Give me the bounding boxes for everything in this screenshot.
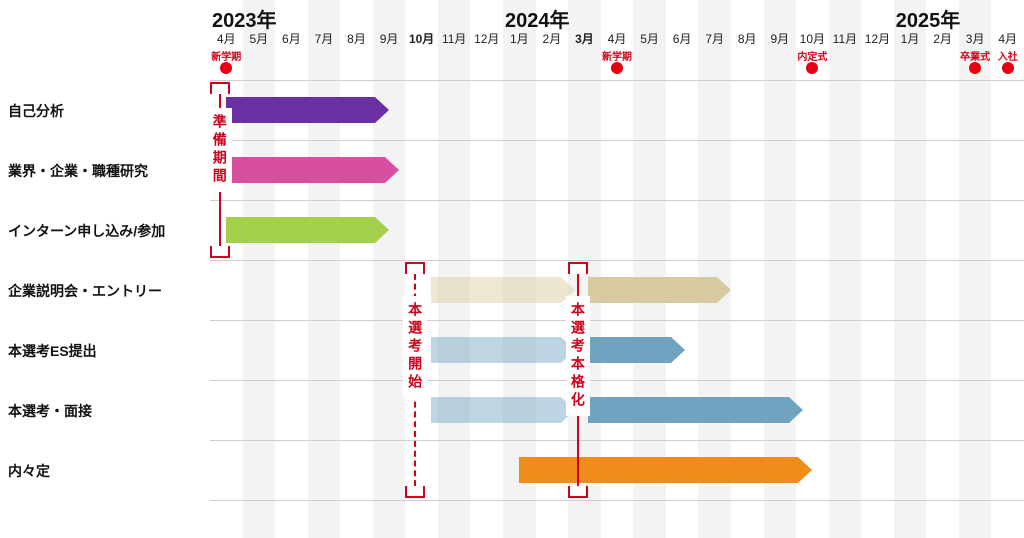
month-label: 2月	[926, 30, 959, 47]
month-label: 4月	[210, 30, 243, 47]
phase-flag: 本選考本格化	[566, 264, 590, 496]
event-dot	[806, 62, 818, 74]
year-label: 2024年	[505, 4, 570, 33]
month-label: 2月	[536, 30, 569, 47]
row-label: 自己分析	[8, 101, 64, 121]
gantt-bar	[588, 397, 803, 423]
month-label: 1月	[894, 30, 927, 47]
gantt-bar	[431, 277, 574, 303]
month-label: 1月	[503, 30, 536, 47]
gantt-bar	[431, 397, 574, 423]
gantt-bar	[226, 217, 389, 243]
month-label: 9月	[373, 30, 406, 47]
row-label: 本選考ES提出	[8, 341, 97, 361]
recruitment-timeline-chart: 2023年2024年2025年 4月5月6月7月8月9月10月11月12月1月2…	[0, 0, 1024, 538]
month-label: 11月	[829, 30, 862, 47]
month-label: 3月	[959, 30, 992, 47]
month-label: 8月	[340, 30, 373, 47]
month-label: 3月	[568, 30, 601, 47]
event-label: 内定式	[792, 48, 832, 63]
month-label: 10月	[796, 30, 829, 47]
row-label: 企業説明会・エントリー	[8, 281, 162, 301]
gantt-bar	[226, 97, 389, 123]
month-label: 8月	[731, 30, 764, 47]
event-label: 新学期	[206, 48, 246, 63]
month-label: 12月	[470, 30, 503, 47]
month-label: 5月	[243, 30, 276, 47]
event-dot	[220, 62, 232, 74]
event-dot	[611, 62, 623, 74]
phase-flag: 本選考開始	[403, 264, 427, 496]
gantt-bar	[431, 337, 574, 363]
event-label: 新学期	[597, 48, 637, 63]
month-label: 5月	[633, 30, 666, 47]
year-label: 2023年	[212, 4, 277, 33]
month-label: 7月	[698, 30, 731, 47]
month-label: 4月	[991, 30, 1024, 47]
event-dot	[1002, 62, 1014, 74]
month-label: 4月	[601, 30, 634, 47]
month-label: 6月	[275, 30, 308, 47]
row-label: 業界・企業・職種研究	[8, 161, 148, 181]
event-dot	[969, 62, 981, 74]
gantt-bar	[588, 277, 731, 303]
month-label: 10月	[405, 30, 438, 47]
year-label: 2025年	[896, 4, 961, 33]
month-label: 11月	[438, 30, 471, 47]
row-label: 内々定	[8, 461, 50, 481]
gantt-bar	[519, 457, 812, 483]
gantt-bar	[588, 337, 686, 363]
month-label: 9月	[764, 30, 797, 47]
month-label: 12月	[861, 30, 894, 47]
gantt-bar	[226, 157, 399, 183]
phase-flag: 準備期間	[208, 84, 232, 256]
month-label: 7月	[308, 30, 341, 47]
row-labels: 自己分析業界・企業・職種研究インターン申し込み/参加企業説明会・エントリー本選考…	[0, 0, 210, 538]
row-label: インターン申し込み/参加	[8, 221, 165, 241]
month-label: 6月	[666, 30, 699, 47]
row-label: 本選考・面接	[8, 401, 92, 421]
event-label: 入社	[988, 48, 1024, 63]
